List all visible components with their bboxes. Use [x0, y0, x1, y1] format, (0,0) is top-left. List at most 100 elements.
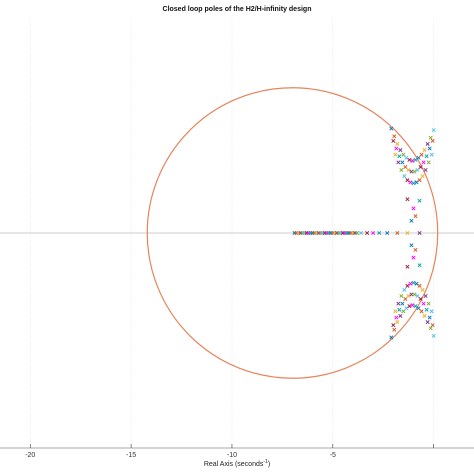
pole-marker: [399, 168, 404, 173]
pole-marker: [385, 230, 390, 236]
pole-marker: [405, 283, 410, 288]
pole-marker: [404, 155, 409, 160]
pole-marker: [402, 287, 407, 292]
pole-marker: [430, 138, 435, 143]
pole-marker: [419, 152, 424, 157]
pole-marker: [397, 307, 402, 312]
pole-marker: [420, 174, 425, 179]
pole-marker: [399, 293, 404, 298]
pole-marker: [365, 230, 370, 236]
pole-marker: [402, 174, 407, 179]
pole-marker: [397, 154, 402, 159]
pole-marker: [418, 297, 423, 302]
pole-marker: [427, 146, 432, 151]
pole-marker: [408, 180, 413, 185]
pole-marker: [405, 230, 410, 236]
pole-marker: [396, 160, 401, 165]
pole-marker: [400, 160, 405, 165]
pole-marker: [359, 230, 364, 236]
pole-marker: [421, 301, 426, 306]
pole-marker: [392, 134, 397, 139]
pole-marker: [424, 307, 429, 312]
pole-marker: [414, 281, 419, 286]
pole-marker: [413, 157, 418, 162]
pole-marker: [411, 181, 416, 186]
pole-marker: [407, 304, 412, 309]
pole-marker: [410, 158, 415, 163]
pole-marker: [430, 323, 435, 328]
tick-label: -10: [227, 452, 237, 459]
pole-marker: [418, 164, 423, 169]
pole-marker: [425, 141, 430, 146]
pole-marker: [417, 230, 422, 236]
pole-marker: [409, 292, 414, 297]
pole-marker: [428, 135, 433, 140]
pole-marker: [413, 247, 418, 252]
pole-marker: [404, 306, 409, 311]
pole-marker: [403, 164, 408, 169]
pole-marker: [429, 152, 434, 157]
pole-marker: [406, 293, 411, 298]
pole-marker: [371, 230, 376, 236]
pole-marker: [428, 326, 433, 331]
pole-marker: [401, 152, 406, 157]
pole-marker: [409, 218, 414, 223]
pole-marker: [425, 320, 430, 325]
pole-marker: [414, 180, 419, 185]
pole-markers: [292, 126, 436, 340]
chart-title: Closed loop poles of the H2/H-infinity d…: [163, 6, 312, 13]
pole-marker: [391, 138, 396, 143]
x-ticks: -20 -15 -10 -5: [0, 444, 474, 459]
pole-marker: [417, 178, 422, 183]
pole-marker: [413, 214, 418, 219]
pole-marker: [431, 128, 436, 133]
pole-marker: [409, 169, 414, 174]
pole-marker: [401, 309, 406, 314]
pole-marker: [405, 197, 410, 202]
pole-marker: [412, 169, 417, 174]
pole-marker: [427, 315, 432, 320]
pole-marker: [415, 168, 420, 173]
pole-marker: [403, 297, 408, 302]
pole-marker: [424, 154, 429, 159]
pole-marker: [422, 148, 427, 153]
pole-marker: [431, 333, 436, 338]
tick-label: -5: [330, 452, 336, 459]
pole-marker: [407, 157, 412, 162]
pole-marker: [423, 168, 428, 173]
pole-marker: [417, 283, 422, 288]
pole-marker: [419, 309, 424, 314]
pole-marker: [395, 320, 400, 325]
pole-marker: [410, 303, 415, 308]
pole-marker: [411, 206, 416, 211]
pole-marker: [421, 160, 426, 165]
pole-marker: [391, 323, 396, 328]
pole-marker: [412, 292, 417, 297]
pole-marker: [389, 126, 394, 131]
pole-marker: [408, 281, 413, 286]
pole-marker: [426, 160, 431, 165]
pole-marker: [389, 335, 394, 340]
pole-marker: [429, 309, 434, 314]
pole-marker: [396, 301, 401, 306]
grid: [29, 18, 434, 448]
pole-marker: [377, 230, 382, 236]
pole-marker: [406, 168, 411, 173]
pole-marker: [411, 280, 416, 285]
pole-marker: [423, 293, 428, 298]
pole-marker: [405, 264, 410, 269]
pole-marker: [409, 243, 414, 248]
pole-marker: [405, 178, 410, 183]
tick-label: -20: [25, 452, 35, 459]
pole-marker: [392, 327, 397, 332]
pole-marker: [393, 309, 398, 314]
circle-curve: [146, 87, 439, 379]
pole-marker: [417, 198, 422, 203]
pole-marker: [394, 315, 399, 320]
pole-marker: [416, 306, 421, 311]
pole-marker: [395, 141, 400, 146]
pole-marker: [411, 255, 416, 260]
pole-marker: [420, 287, 425, 292]
pole-marker: [395, 230, 400, 236]
